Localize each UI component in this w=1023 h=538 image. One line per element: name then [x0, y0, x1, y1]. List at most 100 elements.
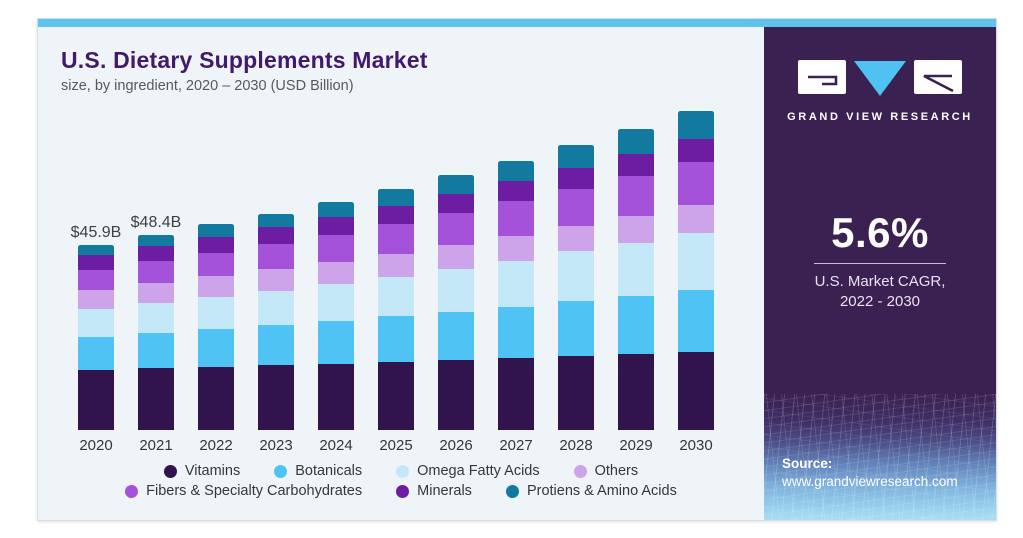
bar-segment-minerals: [198, 236, 234, 254]
year-label-2024: 2024: [319, 437, 353, 454]
cagr-caption-line2: 2022 - 2030: [839, 293, 921, 311]
bar-segment-others: [378, 253, 414, 277]
bar-segment-protiens-amino-acids: [138, 234, 174, 246]
bar-stack-2025: [378, 188, 414, 430]
legend-label: Vitamins: [184, 463, 241, 479]
bar-segment-omega-fatty-acids: [138, 303, 174, 334]
bar-segment-omega-fatty-acids: [198, 297, 234, 330]
bar-column-2024: 2024: [318, 202, 354, 454]
bar-segment-vitamins: [558, 355, 594, 430]
chart-panel: U.S. Dietary Supplements Market size, by…: [38, 27, 764, 520]
legend-item-fibers-specialty-carbohydrates: Fibers & Specialty Carbohydrates: [125, 483, 362, 499]
bar-stack-2030: [678, 111, 714, 430]
chart-title: U.S. Dietary Supplements Market: [61, 47, 428, 73]
bar-segment-botanicals: [138, 333, 174, 369]
bar-segment-omega-fatty-acids: [618, 243, 654, 297]
year-label-2023: 2023: [259, 437, 293, 454]
bar-segment-vitamins: [198, 366, 234, 430]
legend-dot-icon: [163, 464, 177, 478]
bar-segment-minerals: [618, 153, 654, 177]
bar-segment-minerals: [258, 227, 294, 245]
bar-stack-2021: [138, 234, 174, 430]
bar-segment-protiens-amino-acids: [198, 224, 234, 237]
legend-item-others: Others: [573, 463, 638, 479]
source-label: Source:: [782, 456, 833, 471]
bar-total-label-2020: $45.9B: [70, 223, 122, 241]
chart-legend: Vitamins Botanicals Omega Fatty Acids Other…: [38, 463, 764, 499]
bar-segment-protiens-amino-acids: [678, 111, 714, 140]
bar-segment-others: [558, 225, 594, 252]
bar-segment-vitamins: [138, 368, 174, 430]
bar-segment-botanicals: [558, 301, 594, 356]
legend-label: Omega Fatty Acids: [417, 463, 540, 479]
legend-item-minerals: Minerals: [396, 483, 472, 499]
bar-segment-omega-fatty-acids: [678, 232, 714, 290]
bar-segment-protiens-amino-acids: [78, 244, 114, 256]
legend-item-omega-fatty-acids: Omega Fatty Acids: [396, 463, 540, 479]
bar-segment-minerals: [678, 139, 714, 163]
source-block: Source: www.grandviewresearch.com: [782, 456, 958, 489]
bar-segment-fibers-specialty-carbohydrates: [138, 261, 174, 284]
bar-segment-vitamins: [378, 361, 414, 430]
bar-segment-minerals: [318, 217, 354, 235]
legend-dot-icon: [396, 484, 410, 498]
year-label-2030: 2030: [679, 437, 713, 454]
legend-label: Protiens & Amino Acids: [526, 483, 677, 499]
bar-column-2025: 2025: [378, 188, 414, 454]
bar-stack-2024: [318, 202, 354, 430]
bar-segment-protiens-amino-acids: [258, 213, 294, 228]
bar-column-2021: $48.4B 2021: [131, 214, 182, 454]
bar-segment-others: [78, 290, 114, 310]
bar-segment-minerals: [498, 181, 534, 202]
year-label-2029: 2029: [619, 437, 653, 454]
bar-segment-others: [138, 283, 174, 304]
bar-segment-minerals: [138, 245, 174, 262]
bar-segment-fibers-specialty-carbohydrates: [318, 234, 354, 262]
legend-dot-icon: [274, 464, 288, 478]
legend-item-protiens-amino-acids: Protiens & Amino Acids: [505, 483, 677, 499]
bar-segment-vitamins: [258, 365, 294, 430]
bar-segment-botanicals: [498, 306, 534, 358]
bar-segment-others: [318, 261, 354, 285]
bar-column-2030: 2030: [678, 111, 714, 454]
bar-segment-fibers-specialty-carbohydrates: [378, 224, 414, 254]
year-label-2027: 2027: [499, 437, 533, 454]
bar-stack-2023: [258, 213, 294, 430]
bar-stack-2020: [78, 244, 114, 430]
bar-segment-fibers-specialty-carbohydrates: [78, 269, 114, 291]
brand-name: GRAND VIEW RESEARCH: [787, 111, 973, 123]
legend-label: Minerals: [417, 483, 472, 499]
bar-segment-botanicals: [438, 311, 474, 360]
bar-segment-vitamins: [78, 369, 114, 430]
year-label-2022: 2022: [199, 437, 233, 454]
legend-dot-icon: [396, 464, 410, 478]
gvr-logo-icon: [798, 60, 962, 96]
legend-label: Botanicals: [295, 463, 363, 479]
legend-dot-icon: [505, 484, 519, 498]
bar-segment-omega-fatty-acids: [318, 284, 354, 322]
bar-segment-minerals: [558, 167, 594, 189]
bar-segment-fibers-specialty-carbohydrates: [258, 244, 294, 270]
bar-segment-minerals: [378, 205, 414, 225]
year-label-2028: 2028: [559, 437, 593, 454]
bar-segment-others: [498, 235, 534, 261]
bar-segment-botanicals: [198, 329, 234, 367]
bar-stack-2028: [558, 144, 594, 430]
bar-column-2028: 2028: [558, 144, 594, 454]
bar-column-2022: 2022: [198, 224, 234, 454]
bar-segment-others: [618, 216, 654, 244]
bar-segment-omega-fatty-acids: [378, 276, 414, 317]
bar-segment-botanicals: [78, 336, 114, 370]
bar-segment-fibers-specialty-carbohydrates: [678, 162, 714, 206]
bar-segment-protiens-amino-acids: [558, 144, 594, 168]
infographic-card: U.S. Dietary Supplements Market size, by…: [37, 18, 997, 521]
bar-segment-vitamins: [678, 351, 714, 430]
legend-dot-icon: [573, 464, 587, 478]
bar-total-label-2021: $48.4B: [130, 213, 182, 231]
bar-column-2027: 2027: [498, 160, 534, 454]
bar-segment-omega-fatty-acids: [78, 309, 114, 337]
bar-segment-protiens-amino-acids: [378, 188, 414, 206]
legend-item-botanicals: Botanicals: [274, 463, 362, 479]
year-label-2026: 2026: [439, 437, 473, 454]
